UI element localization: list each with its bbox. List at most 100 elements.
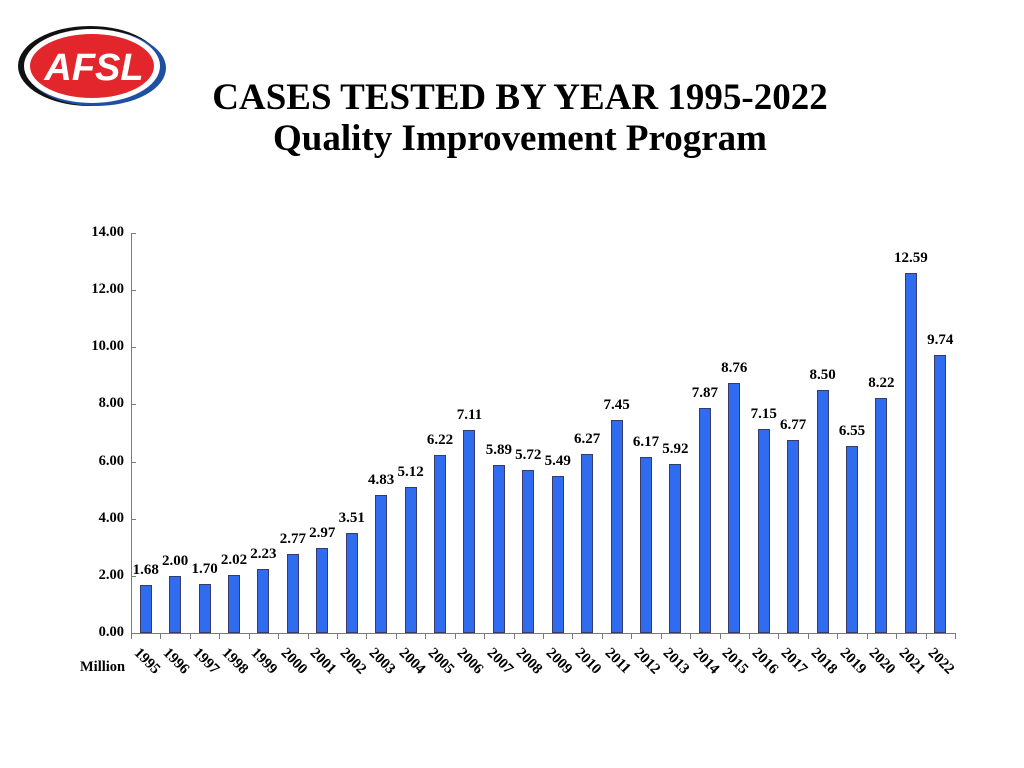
x-category-label: 1998 (218, 645, 252, 678)
x-category-label: 1995 (130, 645, 163, 678)
bar (139, 585, 152, 633)
x-tick (543, 633, 544, 639)
x-tick (631, 633, 633, 639)
x-category-label: 2017 (777, 645, 811, 678)
x-tick (866, 633, 868, 639)
x-category-label: 2009 (542, 645, 575, 678)
bar (934, 354, 947, 633)
y-axis (131, 233, 132, 633)
x-tick (925, 633, 927, 639)
x-tick (778, 633, 780, 639)
x-tick (248, 633, 250, 639)
bar (904, 273, 917, 633)
bar-value-label: 2.02 (220, 552, 248, 569)
y-tick-label: 4.00 (98, 509, 124, 526)
x-tick (896, 633, 898, 639)
bar-value-label: 2.00 (162, 552, 189, 569)
x-category-label: 1997 (189, 645, 222, 678)
x-tick (601, 633, 603, 639)
x-category-label: 2005 (424, 645, 458, 678)
x-tick (219, 633, 221, 639)
x-tick (131, 633, 132, 639)
y-tick (131, 290, 136, 292)
y-tick (131, 461, 136, 463)
bar (198, 584, 211, 633)
x-category-label: 2004 (395, 645, 428, 678)
x-tick (160, 633, 162, 639)
bar-value-label: 5.12 (397, 463, 424, 480)
x-category-label: 2018 (807, 645, 840, 678)
bar-value-label: 1.68 (132, 562, 159, 578)
y-tick (131, 575, 136, 577)
x-tick (278, 633, 280, 639)
x-category-label: 2006 (454, 645, 487, 678)
bar-value-label: 8.76 (721, 359, 748, 376)
bar-value-label: 7.11 (456, 406, 483, 423)
y-tick-label: 10.00 (91, 338, 124, 355)
x-tick (837, 633, 839, 639)
x-tick (189, 633, 191, 639)
bar-value-label: 7.87 (691, 385, 718, 402)
y-tick-label: 0.00 (98, 624, 124, 640)
bar-value-label: 5.72 (515, 446, 542, 463)
logo: AFSL (14, 20, 174, 110)
bar-value-label: 7.45 (603, 397, 630, 414)
x-tick (366, 633, 368, 639)
x-tick (719, 633, 721, 639)
x-tick (807, 633, 809, 639)
x-tick (690, 633, 692, 639)
bar-value-label: 5.89 (485, 441, 512, 458)
x-category-label: 2003 (365, 645, 399, 678)
bar (228, 575, 240, 633)
x-tick (337, 633, 338, 639)
x-category-label: 2021 (895, 645, 929, 678)
x-tick (749, 633, 750, 639)
x-category-label: 2007 (483, 645, 517, 678)
bar (404, 486, 417, 633)
bar-value-label: 2.77 (279, 530, 306, 547)
bar (640, 456, 652, 633)
x-category-label: 2020 (866, 645, 899, 678)
x-category-label: 2019 (836, 645, 870, 678)
y-tick-label: 2.00 (98, 566, 124, 583)
x-tick (307, 633, 309, 639)
x-tick (955, 633, 956, 639)
bar (610, 420, 623, 633)
y-tick (131, 347, 136, 349)
chart-subtitle: Quality Improvement Program (273, 118, 767, 159)
y-tick (131, 404, 136, 406)
bar (286, 553, 299, 633)
bar (345, 532, 358, 633)
x-category-label: 2016 (748, 645, 781, 678)
x-category-label: 2015 (718, 645, 752, 678)
bar (169, 575, 182, 633)
bar (581, 453, 594, 633)
afsl-logo-icon: AFSL (18, 26, 166, 106)
x-category-label: 2008 (512, 645, 546, 678)
bar (492, 464, 505, 633)
bar (787, 439, 800, 633)
chart-title: CASES TESTED BY YEAR 1995-2022 (212, 77, 828, 118)
bar-value-label: 6.55 (838, 422, 866, 439)
x-category-label: 2014 (689, 645, 723, 678)
x-category-label: 2002 (336, 645, 369, 678)
bar (698, 408, 711, 633)
x-category-label: 1996 (159, 645, 193, 678)
unit-label: Million (80, 659, 126, 675)
bar-value-label: 1.70 (191, 561, 218, 578)
x-tick (484, 633, 486, 639)
y-tick-label: 14.00 (91, 224, 124, 240)
x-tick (395, 633, 397, 639)
x-tick (660, 633, 662, 639)
bar-value-label: 7.15 (750, 405, 777, 422)
bar (816, 390, 829, 633)
y-tick (131, 518, 136, 520)
bar-value-label: 6.17 (632, 433, 660, 450)
bar (875, 398, 888, 633)
y-tick-label: 12.00 (91, 281, 124, 298)
bar (434, 455, 446, 633)
x-category-label: 2013 (660, 645, 693, 678)
bar (463, 429, 476, 633)
bar (522, 469, 535, 633)
